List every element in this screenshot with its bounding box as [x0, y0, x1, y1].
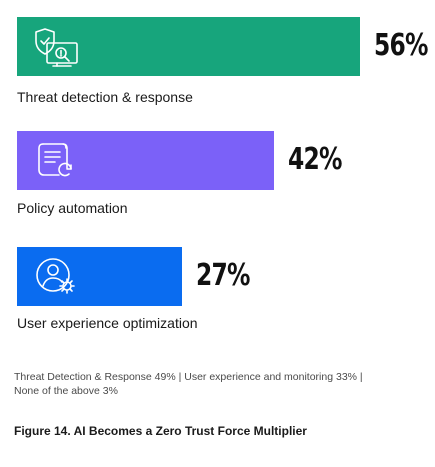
- category-label-threat-detection: Threat detection & response: [17, 89, 193, 105]
- document-refresh-icon: [38, 143, 72, 177]
- bar-policy-automation: [17, 131, 274, 190]
- figure-caption: Figure 14. AI Becomes a Zero Trust Force…: [14, 424, 307, 438]
- value-label-policy-automation: 42%: [288, 142, 342, 177]
- footnote: Threat Detection & Response 49% | User e…: [14, 370, 414, 398]
- bar-user-experience: [17, 247, 182, 306]
- shield-monitor-icon: [35, 28, 78, 67]
- footnote-line-1: Threat Detection & Response 49% | User e…: [14, 371, 363, 383]
- user-gear-icon: [36, 258, 75, 294]
- value-label-user-experience: 27%: [196, 258, 250, 293]
- bar-threat-detection: [17, 17, 360, 76]
- category-label-policy-automation: Policy automation: [17, 200, 128, 216]
- value-label-threat-detection: 56%: [374, 28, 428, 63]
- footnote-line-2: None of the above 3%: [14, 385, 118, 397]
- category-label-user-experience: User experience optimization: [17, 315, 198, 331]
